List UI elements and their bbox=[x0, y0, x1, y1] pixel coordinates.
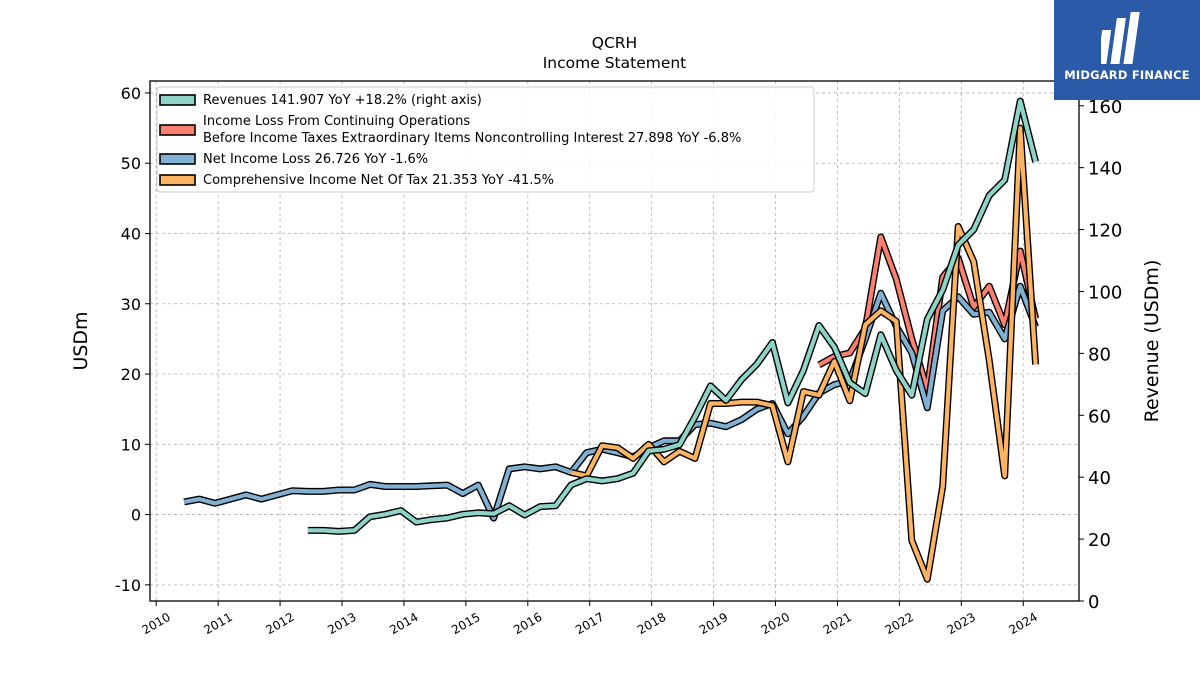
y-tick-label: -10 bbox=[115, 576, 141, 595]
y-right-tick-label: 0 bbox=[1088, 592, 1099, 613]
plot-frame bbox=[149, 80, 1080, 602]
y-tick-label: 20 bbox=[121, 365, 141, 384]
x-tick-label: 2015 bbox=[449, 610, 482, 637]
x-tick-label: 2018 bbox=[635, 610, 668, 637]
x-tick-label: 2014 bbox=[387, 610, 420, 637]
legend-label: Income Loss From Continuing Operations Be… bbox=[203, 114, 741, 146]
y-right-tick-label: 40 bbox=[1088, 468, 1111, 489]
y-right-tick-label: 60 bbox=[1088, 406, 1111, 427]
series-line bbox=[307, 98, 1038, 534]
x-tick-label: 2010 bbox=[139, 610, 172, 637]
x-tick-label: 2012 bbox=[263, 610, 296, 637]
legend-swatch bbox=[159, 124, 196, 136]
x-tick-label: 2011 bbox=[201, 610, 234, 637]
y-right-tick-label: 140 bbox=[1088, 159, 1122, 180]
chart-title: QCRH bbox=[592, 34, 637, 52]
x-tick-label: 2024 bbox=[1007, 610, 1040, 637]
y-axis-label: USDm bbox=[70, 311, 92, 370]
legend-swatch bbox=[159, 174, 196, 186]
y-right-tick-label: 20 bbox=[1088, 530, 1111, 551]
legend: Revenues 141.907 YoY +18.2% (right axis)… bbox=[156, 86, 815, 193]
x-axis: 2010 2011 2012 2013 2014 2015 2016 2017 2018 2019… bbox=[139, 601, 1040, 637]
y-tick-label: 40 bbox=[121, 224, 141, 243]
x-tick-label: 2020 bbox=[759, 610, 792, 637]
legend-label-line: Before Income Taxes Extraordinary Items … bbox=[203, 131, 741, 146]
series-3 bbox=[570, 124, 1040, 583]
y-right-tick-label: 100 bbox=[1088, 282, 1122, 303]
logo-text: MIDGARD FINANCE bbox=[1064, 68, 1190, 82]
y-tick-label: 60 bbox=[121, 84, 141, 103]
series-line-outline bbox=[570, 124, 1040, 583]
y-tick-label: 10 bbox=[121, 435, 141, 454]
legend-label: Revenues 141.907 YoY +18.2% (right axis) bbox=[203, 93, 482, 108]
x-tick-label: 2017 bbox=[573, 610, 606, 637]
legend-label-line: Income Loss From Continuing Operations bbox=[203, 114, 470, 129]
y-right-tick-label: 120 bbox=[1088, 221, 1122, 242]
left-axis: -10 0 10 20 30 40 50 60 bbox=[115, 84, 150, 595]
x-tick-label: 2016 bbox=[511, 610, 544, 637]
legend-label-line: Net Income Loss 26.726 YoY -1.6% bbox=[203, 152, 428, 167]
series-layer bbox=[183, 97, 1040, 583]
x-tick-label: 2019 bbox=[697, 610, 730, 637]
y-tick-label: 50 bbox=[121, 154, 141, 173]
brand-logo: MIDGARD FINANCE bbox=[1054, 0, 1200, 100]
x-tick-label: 2013 bbox=[325, 610, 358, 637]
legend-box bbox=[156, 86, 815, 193]
logo-icon bbox=[1101, 12, 1140, 64]
series-0 bbox=[307, 97, 1039, 535]
legend-swatch bbox=[159, 94, 196, 106]
y-tick-label: 30 bbox=[121, 295, 141, 314]
legend-swatch bbox=[159, 153, 196, 165]
legend-label-line: Revenues 141.907 YoY +18.2% (right axis) bbox=[203, 93, 482, 108]
x-tick-label: 2021 bbox=[821, 610, 854, 637]
y-right-tick-label: 80 bbox=[1088, 344, 1111, 365]
y-axis-right-label: Revenue (USDm) bbox=[1141, 260, 1163, 423]
x-tick-label: 2023 bbox=[945, 610, 978, 637]
legend-label: Comprehensive Income Net Of Tax 21.353 Y… bbox=[203, 173, 554, 188]
series-line bbox=[570, 126, 1038, 582]
legend-label: Net Income Loss 26.726 YoY -1.6% bbox=[203, 152, 428, 167]
chart-subtitle: Income Statement bbox=[543, 54, 687, 72]
right-axis: 0 20 40 60 80 100 120 140 160 bbox=[1079, 97, 1122, 613]
x-tick-label: 2022 bbox=[883, 610, 916, 637]
y-tick-label: 0 bbox=[131, 506, 141, 525]
legend-label-line: Comprehensive Income Net Of Tax 21.353 Y… bbox=[203, 173, 554, 188]
y-right-tick-label: 160 bbox=[1088, 97, 1122, 118]
